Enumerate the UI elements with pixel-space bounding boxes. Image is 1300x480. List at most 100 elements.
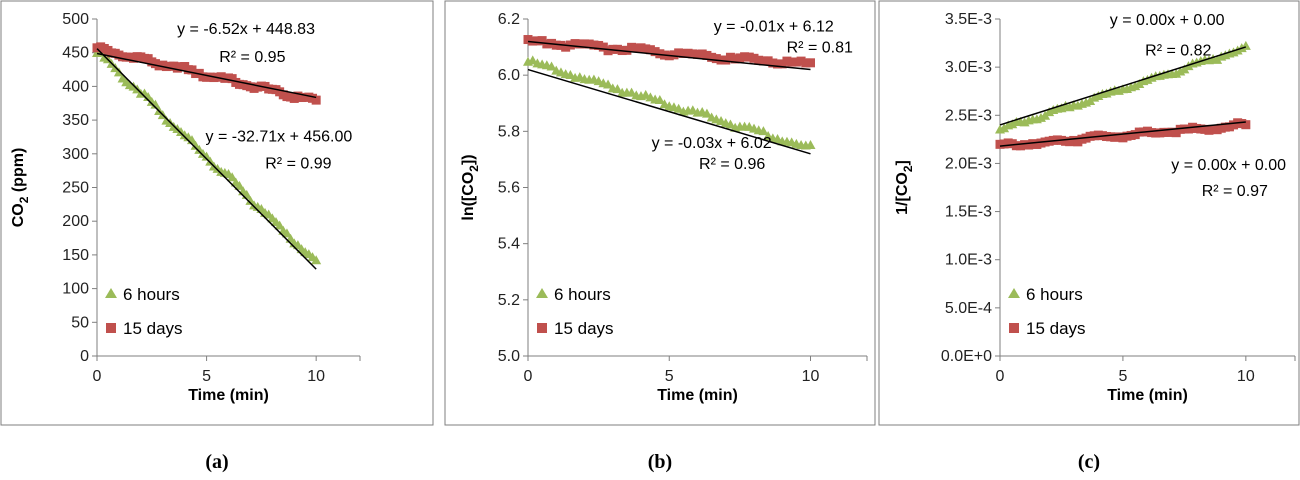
trendline-annotation: y = -32.71x + 456.00 — [206, 129, 353, 146]
data-point-6-hours — [654, 94, 665, 104]
data-point-15-days — [796, 56, 806, 66]
trendline-annotation: y = -0.01x + 6.12 — [714, 19, 834, 36]
data-point-15-days — [754, 55, 764, 65]
y-tick-label: 0 — [80, 348, 89, 365]
x-tick-label: 10 — [307, 368, 325, 385]
data-point-15-days — [622, 45, 632, 55]
data-point-6-hours — [143, 91, 154, 101]
data-point-15-days — [627, 42, 637, 52]
legend-label: 6 hours — [1026, 285, 1083, 304]
x-tick-label: 0 — [524, 368, 533, 385]
data-point-6-hours — [673, 103, 684, 113]
data-point-6-hours — [205, 156, 216, 166]
x-axis-label: Time (min) — [1107, 387, 1188, 404]
data-point-15-days — [603, 46, 613, 56]
y-tick-label: 50 — [71, 314, 89, 331]
data-point-15-days — [532, 36, 542, 46]
data-point-6-hours — [758, 126, 769, 136]
data-point-15-days — [707, 52, 717, 62]
data-point-15-days — [791, 57, 801, 67]
data-point-15-days — [311, 95, 321, 105]
y-tick-label: 450 — [62, 45, 89, 62]
data-point-15-days — [730, 54, 740, 64]
data-point-15-days — [641, 44, 651, 54]
y-tick-label: 5.6 — [498, 180, 520, 197]
data-point-15-days — [631, 43, 641, 53]
trendline-annotation: y = 0.00x + 0.00 — [1110, 12, 1225, 29]
data-point-6-hours — [527, 55, 538, 65]
data-point-15-days — [612, 44, 622, 54]
data-point-6-hours — [274, 220, 285, 230]
data-point-15-days — [725, 52, 735, 62]
trendline-annotation: R² = 0.95 — [219, 49, 285, 66]
y-tick-label: 6.2 — [498, 11, 520, 28]
data-point-15-days — [551, 40, 561, 50]
legend-marker-6-hours — [105, 288, 117, 298]
y-tick-label: 3.5E-3 — [945, 11, 992, 28]
legend-label: 6 hours — [554, 285, 611, 304]
data-point-15-days — [758, 56, 768, 66]
data-point-15-days — [561, 42, 571, 52]
y-axis-label: 1/[CO2] — [894, 160, 915, 215]
y-tick-label: 5.4 — [498, 236, 520, 253]
legend-marker-6-hours — [1008, 288, 1020, 298]
y-axis-label: CO2 (ppm) — [10, 148, 31, 228]
y-tick-label: 2.0E-3 — [945, 155, 992, 172]
trendline-annotation: R² = 0.82 — [1145, 43, 1211, 60]
data-point-6-hours — [1056, 103, 1067, 113]
data-point-15-days — [645, 45, 655, 55]
data-point-15-days — [740, 52, 750, 62]
y-tick-label: 1.0E-3 — [945, 252, 992, 269]
legend-marker-15-days — [106, 323, 116, 333]
x-tick-label: 5 — [202, 368, 211, 385]
data-point-6-hours — [234, 180, 245, 190]
panel-label: (b) — [648, 451, 672, 473]
legend-label: 15 days — [554, 319, 614, 338]
chart-panel-c: 0.0E+0 5.0E-4 1.0E-3 1.5E-3 2.0E-3 2.5E-3 3.0E… — [878, 0, 1300, 473]
panel-label: (a) — [205, 451, 228, 473]
trendline-annotation: y = -0.03x + 6.02 — [652, 135, 772, 152]
x-tick-label: 10 — [802, 368, 820, 385]
trendline-annotation: R² = 0.99 — [265, 156, 331, 173]
chart-panel-b: 5.0 5.2 5.4 5.6 5.8 6.0 6.2 0 5 10 Time (min) ln([C… — [444, 0, 876, 473]
x-axis-label: Time (min) — [657, 387, 738, 404]
trendline-1 — [96, 52, 317, 99]
data-point-6-hours — [546, 61, 557, 71]
data-point-15-days — [589, 40, 599, 50]
x-tick-label: 5 — [1118, 368, 1127, 385]
data-point-15-days — [674, 48, 684, 58]
data-point-15-days — [787, 57, 797, 67]
data-point-15-days — [702, 50, 712, 60]
data-point-15-days — [678, 48, 688, 58]
y-tick-label: 0.0E+0 — [941, 348, 992, 365]
y-tick-label: 5.0 — [498, 348, 520, 365]
trendline-annotation: R² = 0.96 — [699, 156, 765, 173]
data-point-15-days — [721, 55, 731, 65]
data-point-6-hours — [603, 79, 614, 89]
data-point-15-days — [650, 47, 660, 57]
x-tick-label: 5 — [665, 368, 674, 385]
x-axis-label: Time (min) — [188, 387, 269, 404]
trendline-annotation: R² = 0.97 — [1202, 183, 1268, 200]
data-point-15-days — [523, 35, 533, 45]
data-point-15-days — [693, 49, 702, 59]
trendline-annotation: y = -6.52x + 448.83 — [177, 21, 315, 38]
legend-label: 6 hours — [123, 285, 180, 304]
trendline-2 — [999, 121, 1246, 147]
data-point-6-hours — [201, 151, 212, 161]
data-point-15-days — [570, 39, 580, 49]
legend-label: 15 days — [1026, 319, 1086, 338]
data-point-6-hours — [565, 69, 576, 79]
y-tick-label: 350 — [62, 112, 89, 129]
data-point-15-days — [768, 58, 778, 68]
data-point-15-days — [735, 53, 745, 63]
y-tick-label: 3.0E-3 — [945, 59, 992, 76]
data-point-15-days — [1241, 120, 1251, 130]
data-point-6-hours — [999, 123, 1010, 133]
legend-marker-6-hours — [536, 288, 548, 298]
data-point-6-hours — [150, 99, 161, 109]
data-point-15-days — [594, 40, 604, 50]
panel-frame — [444, 0, 876, 426]
y-tick-label: 100 — [62, 281, 89, 298]
data-point-15-days — [763, 56, 773, 66]
